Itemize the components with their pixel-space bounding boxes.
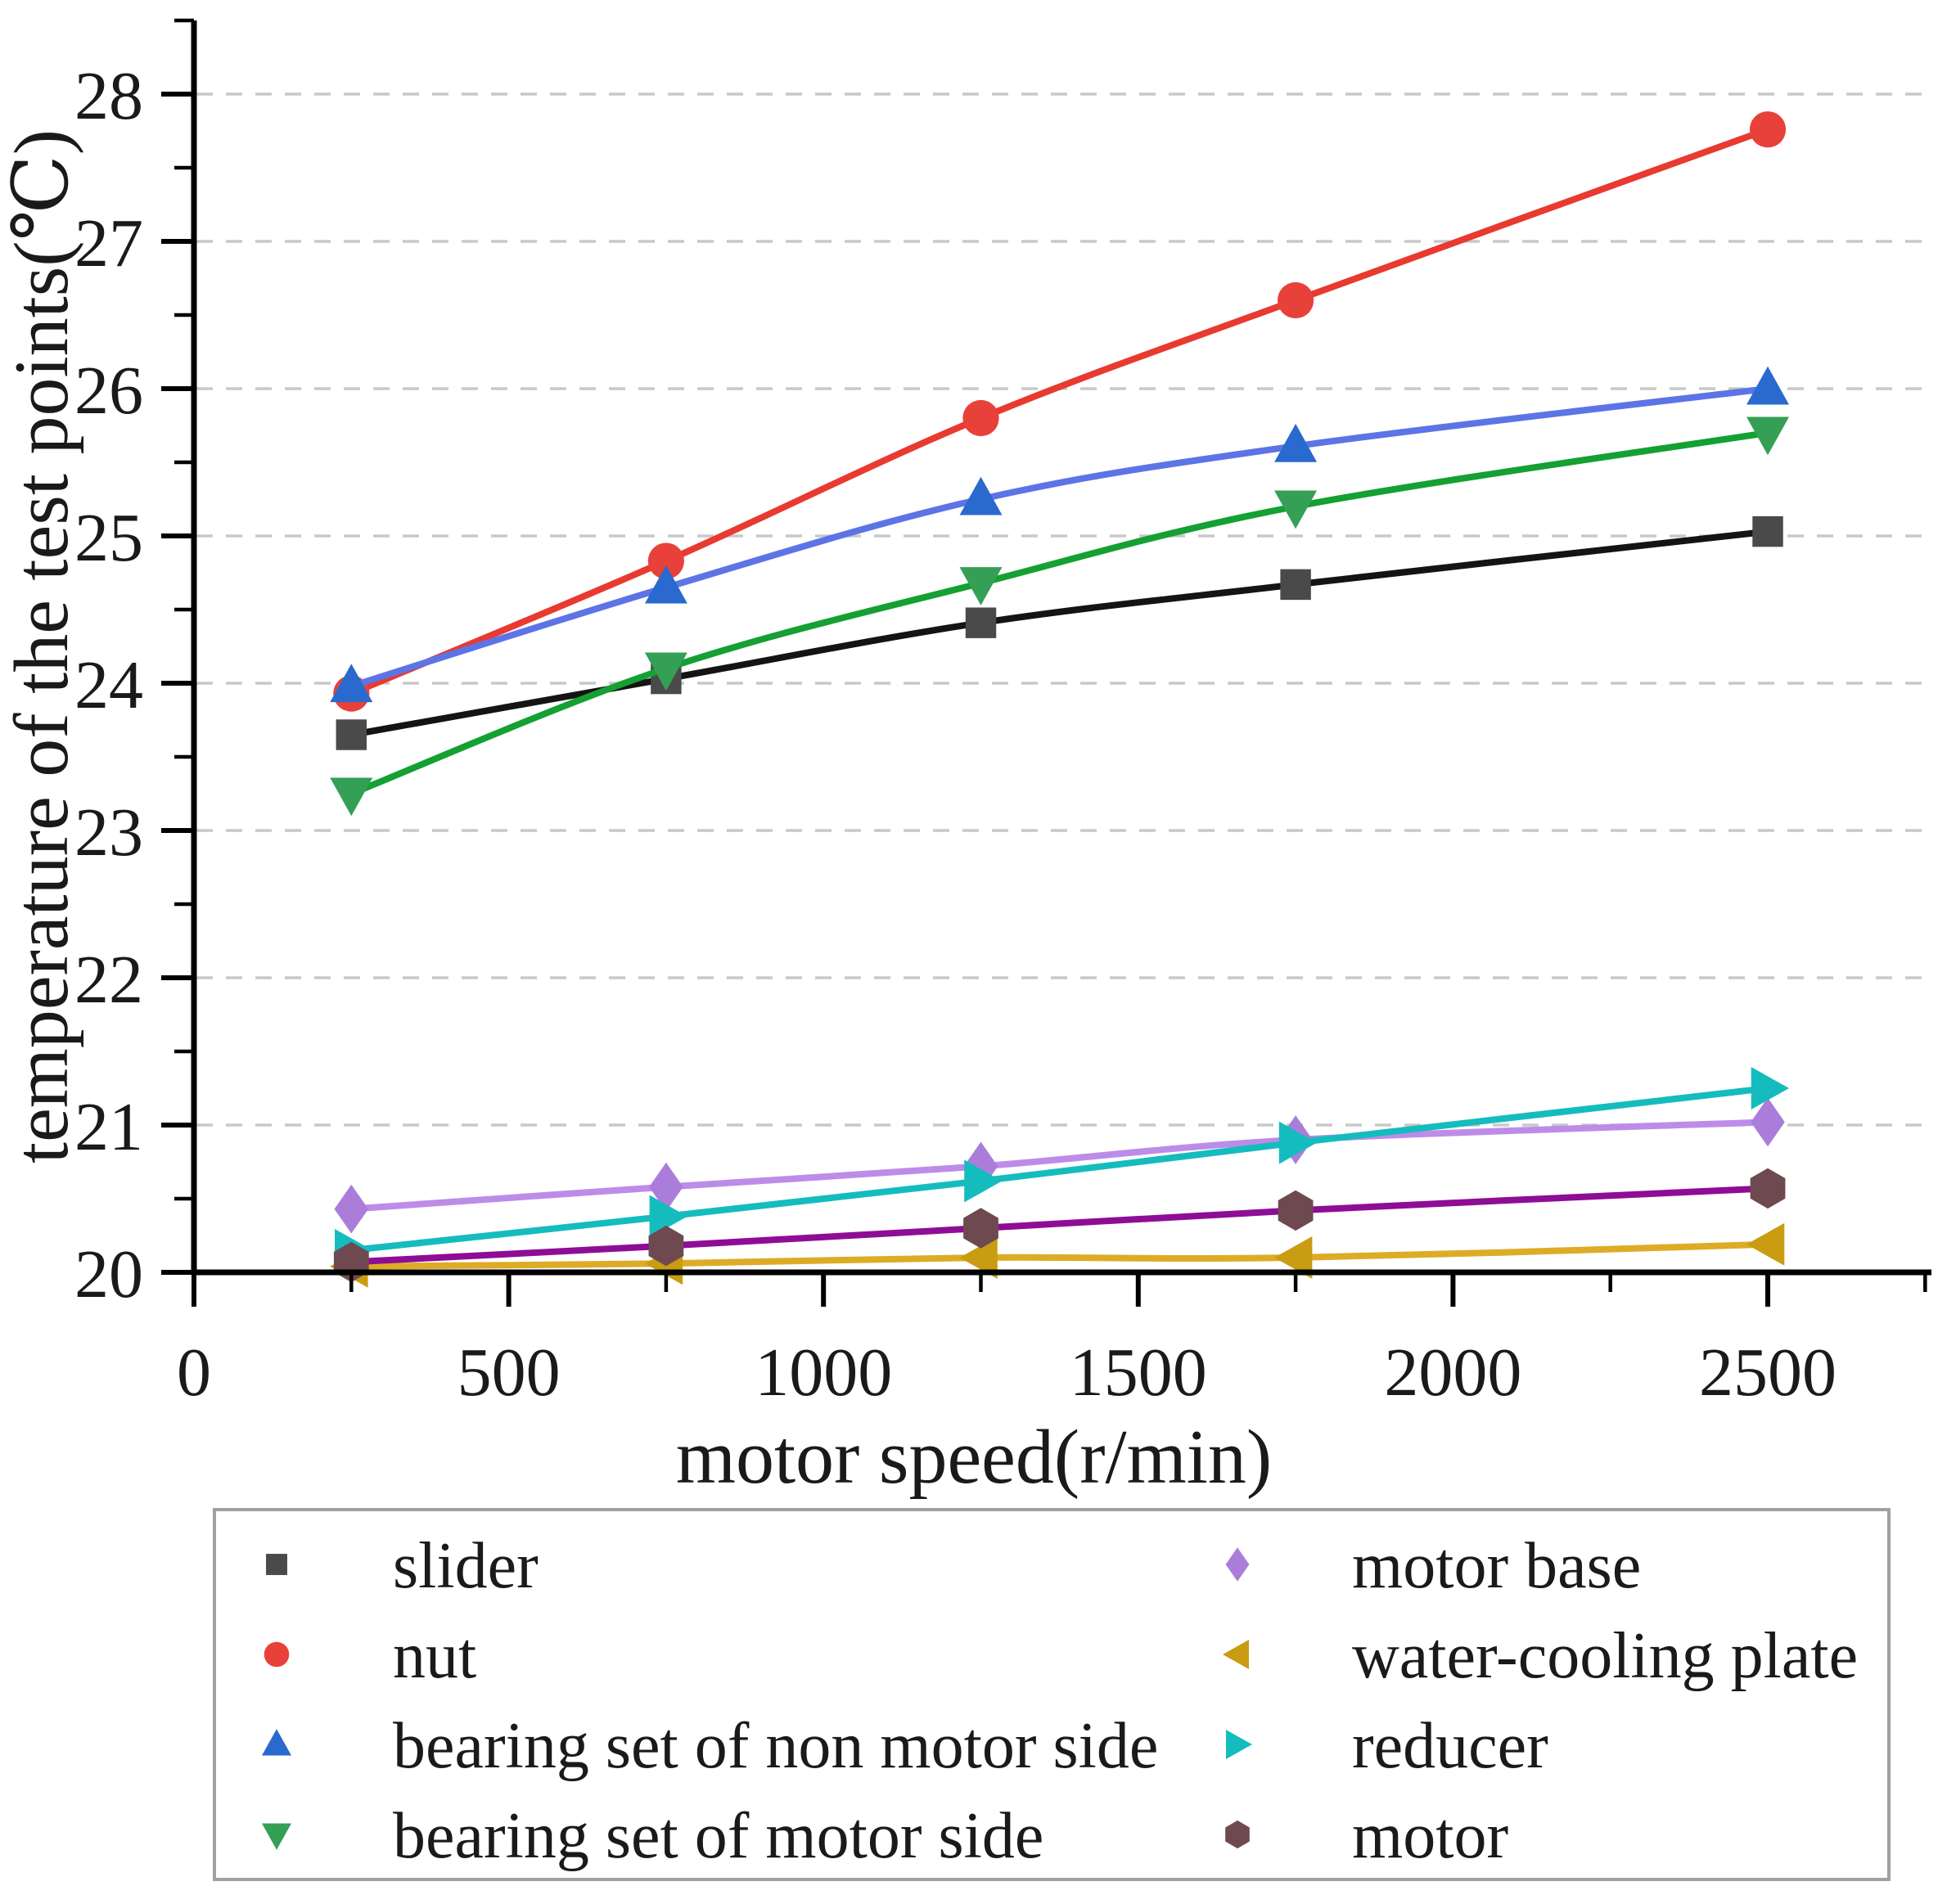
marker-triangle-down-bearing-set-of-motor-side-1 <box>644 652 687 691</box>
marker-triangle-left-water-cooling-plate-3 <box>1274 1236 1313 1279</box>
legend-item-motor-base: motor base <box>1225 1530 1641 1602</box>
marker-triangle-right-reducer-2 <box>964 1159 1003 1203</box>
marker-triangle-up-bearing-set-of-non-motor-side-2 <box>959 476 1003 515</box>
marker-circle-nut-3 <box>1278 281 1314 319</box>
legend-marker-diamond-icon <box>1225 1547 1250 1582</box>
marker-triangle-left-water-cooling-plate-4 <box>1746 1222 1785 1266</box>
legend-item-reducer: reducer <box>1225 1710 1548 1782</box>
legend: slider nut bearing set of non motor side be… <box>213 1508 1891 1881</box>
marker-triangle-down-bearing-set-of-motor-side-2 <box>959 567 1003 605</box>
series-motor-base <box>334 1097 1785 1234</box>
marker-circle-nut-2 <box>962 399 999 437</box>
series-bearing-set-of-motor-side <box>330 416 1790 817</box>
marker-triangle-up-bearing-set-of-non-motor-side-3 <box>1274 423 1318 462</box>
y-tick-label-24: 24 <box>74 647 143 723</box>
axes <box>161 18 1931 1307</box>
x-tick-label-0: 0 <box>177 1335 211 1411</box>
marker-circle-nut-1 <box>647 542 685 579</box>
legend-label-motor-base: motor base <box>1352 1530 1641 1602</box>
legend-marker-circle-icon <box>264 1641 290 1668</box>
marker-triangle-up-bearing-set-of-non-motor-side-4 <box>1746 366 1790 405</box>
x-tick-label-1500: 1500 <box>1070 1335 1207 1411</box>
series-water-cooling-plate <box>330 1222 1785 1288</box>
legend-label-reducer: reducer <box>1352 1710 1548 1782</box>
y-tick-label-21: 21 <box>74 1089 143 1165</box>
marker-hexagon-motor-4 <box>1750 1168 1786 1209</box>
x-tick-label-1000: 1000 <box>755 1335 892 1411</box>
series-motor <box>333 1168 1786 1283</box>
legend-marker-square-icon <box>266 1554 287 1575</box>
y-tick-label-28: 28 <box>74 58 143 134</box>
marker-diamond-motor-base-4 <box>1751 1097 1785 1147</box>
y-tick-label-20: 20 <box>74 1236 143 1312</box>
legend-label-bearing-set-of-non-motor-side: bearing set of non motor side <box>393 1710 1158 1782</box>
marker-triangle-up-bearing-set-of-non-motor-side-0 <box>330 664 373 703</box>
marker-triangle-left-water-cooling-plate-2 <box>959 1236 998 1279</box>
marker-diamond-motor-base-0 <box>334 1184 369 1234</box>
marker-circle-nut-4 <box>1749 111 1787 148</box>
line-bearing-set-of-non-motor-side <box>350 385 1769 690</box>
marker-hexagon-motor-3 <box>1278 1190 1314 1231</box>
marker-square-slider-2 <box>965 607 997 638</box>
x-axis-title: motor speed(r/min) <box>676 1415 1272 1500</box>
line-water-cooling-plate <box>351 1240 1769 1270</box>
y-tick-label-22: 22 <box>74 942 143 1018</box>
legend-marker-triangle-left-icon <box>1223 1640 1250 1669</box>
series-reducer <box>335 1067 1790 1272</box>
legend-item-motor: motor <box>1225 1800 1508 1872</box>
marker-triangle-down-bearing-set-of-motor-side-0 <box>330 777 373 817</box>
tick-labels: 20 21 22 23 24 25 26 27 28 0 500 1000 1500 2000 2500 <box>74 58 1837 1411</box>
line-slider <box>350 528 1769 738</box>
y-axis-title: temperature of the test points(℃) <box>0 129 84 1164</box>
legend-item-bearing-set-of-motor-side: bearing set of motor side <box>262 1800 1043 1872</box>
data-series <box>330 111 1790 1288</box>
marker-diamond-motor-base-1 <box>649 1162 683 1212</box>
legend-item-nut: nut <box>264 1620 476 1692</box>
marker-triangle-up-bearing-set-of-non-motor-side-1 <box>644 565 687 604</box>
line-motor-base <box>351 1119 1769 1213</box>
x-tick-label-2500: 2500 <box>1699 1335 1837 1411</box>
marker-hexagon-motor-1 <box>648 1225 684 1267</box>
legend-item-slider: slider <box>266 1530 539 1602</box>
series-bearing-set-of-non-motor-side <box>330 366 1790 703</box>
line-reducer <box>350 1085 1769 1254</box>
marker-triangle-right-reducer-3 <box>1278 1121 1318 1164</box>
y-tick-label-26: 26 <box>74 353 143 429</box>
marker-square-slider-3 <box>1280 569 1311 601</box>
series-slider <box>336 515 1783 750</box>
legend-label-water-cooling-plate: water-cooling plate <box>1352 1620 1858 1692</box>
legend-item-bearing-set-of-non-motor-side: bearing set of non motor side <box>262 1710 1158 1782</box>
marker-triangle-down-bearing-set-of-motor-side-4 <box>1746 416 1790 456</box>
legend-marker-triangle-right-icon <box>1225 1730 1252 1759</box>
marker-square-slider-4 <box>1752 515 1783 547</box>
legend-box <box>213 1508 1891 1881</box>
legend-marker-triangle-up-icon <box>262 1729 291 1756</box>
legend-label-nut: nut <box>393 1620 476 1692</box>
x-tick-label-2000: 2000 <box>1384 1335 1521 1411</box>
y-tick-label-23: 23 <box>74 794 143 871</box>
line-bearing-set-of-motor-side <box>349 430 1769 797</box>
y-tick-label-27: 27 <box>74 205 143 281</box>
legend-label-motor: motor <box>1352 1800 1508 1872</box>
gridlines <box>196 92 1931 1127</box>
marker-square-slider-0 <box>336 719 367 750</box>
x-tick-label-500: 500 <box>457 1335 561 1411</box>
legend-label-bearing-set-of-motor-side: bearing set of motor side <box>393 1800 1043 1872</box>
marker-triangle-down-bearing-set-of-motor-side-3 <box>1274 490 1318 529</box>
line-motor <box>351 1185 1769 1266</box>
legend-marker-triangle-down-icon <box>262 1823 291 1850</box>
marker-triangle-right-reducer-1 <box>649 1195 687 1238</box>
legend-label-slider: slider <box>393 1530 539 1602</box>
marker-hexagon-motor-2 <box>963 1208 998 1249</box>
legend-item-water-cooling-plate: water-cooling plate <box>1223 1620 1858 1692</box>
legend-marker-hexagon-icon <box>1225 1820 1250 1849</box>
y-tick-label-25: 25 <box>74 500 143 576</box>
marker-triangle-right-reducer-4 <box>1751 1067 1790 1110</box>
